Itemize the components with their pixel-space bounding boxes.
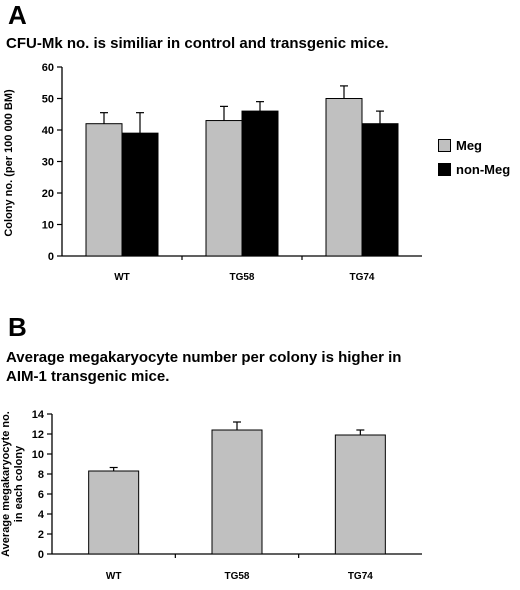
chart-a-y-tick-label: 0 [48,251,54,263]
chart-b-y-tick-label: 4 [38,509,45,521]
chart-a: 0 10 20 30 40 50 60 WT TG58 TG74 Colony no. (per 1… [3,62,422,283]
chart-a-bar [241,110,279,257]
chart-a-bar [325,98,363,257]
chart-b-y-tick-label: 6 [38,489,44,501]
chart-b: 0 2 4 6 8 10 12 14 WT TG58 TG74 Average megakaryocy… [0,409,422,582]
chart-a-y-tick-label: 50 [42,94,54,106]
chart-b-x-tick-label: TG74 [348,571,373,582]
panel-b-title: Average megakaryocyte number per colony … [6,348,401,386]
panel-b-title-line-1: Average megakaryocyte number per colony … [6,349,402,366]
chart-b-y-tick-label: 8 [38,469,44,481]
chart-a-bar [121,132,159,257]
chart-a-legend: Meg non-Meg [438,138,510,186]
chart-b-y-axis-label: Average megakaryocyte no.in each colony [0,411,25,557]
chart-b-y-tick-label: 12 [32,429,44,441]
chart-a-y-tick-label: 40 [42,125,54,137]
chart-a-y-tick-label: 30 [42,157,54,169]
panel-b-letter: B [8,312,27,342]
chart-b-x-tick-label: TG58 [224,571,249,582]
legend-swatch-non-meg [438,163,451,176]
chart-a-x-tick-label: TG74 [349,272,374,283]
chart-a-y-tick-label: 20 [42,188,54,200]
panel-a-title: CFU-Mk no. is similiar in control and tr… [6,35,389,52]
legend-item-meg: Meg [438,138,510,153]
chart-a-bar [205,120,243,257]
chart-a-y-tick-label: 10 [42,220,54,232]
legend-swatch-meg [438,139,451,152]
chart-a-y-tick-label: 60 [42,62,54,74]
panel-a-letter: A [8,0,27,30]
chart-a-y-axis-label: Colony no. (per 100 000 BM) [3,89,15,237]
chart-b-bar [211,429,263,555]
chart-b-y-tick-label: 10 [32,449,44,461]
legend-label-non-meg: non-Meg [456,162,511,177]
chart-b-y-tick-label: 0 [38,549,44,561]
chart-b-y-tick-label: 14 [32,409,45,421]
chart-b-bar [334,434,386,555]
chart-b-y-tick-label: 2 [38,529,44,541]
panel-b-title-line-2: AIM-1 transgenic mice. [6,368,170,385]
chart-a-x-tick-label: TG58 [229,272,254,283]
chart-a-bar [85,123,123,257]
chart-b-x-tick-label: WT [106,571,122,582]
legend-item-non-meg: non-Meg [438,162,510,177]
chart-b-bar [88,470,140,555]
chart-a-bar [361,123,399,257]
chart-a-x-tick-label: WT [114,272,130,283]
chart-b-y-axis-label-line: Average megakaryocyte no. [0,411,12,557]
chart-b-y-axis-label-line: in each colony [13,445,25,522]
legend-label-meg: Meg [456,138,482,153]
